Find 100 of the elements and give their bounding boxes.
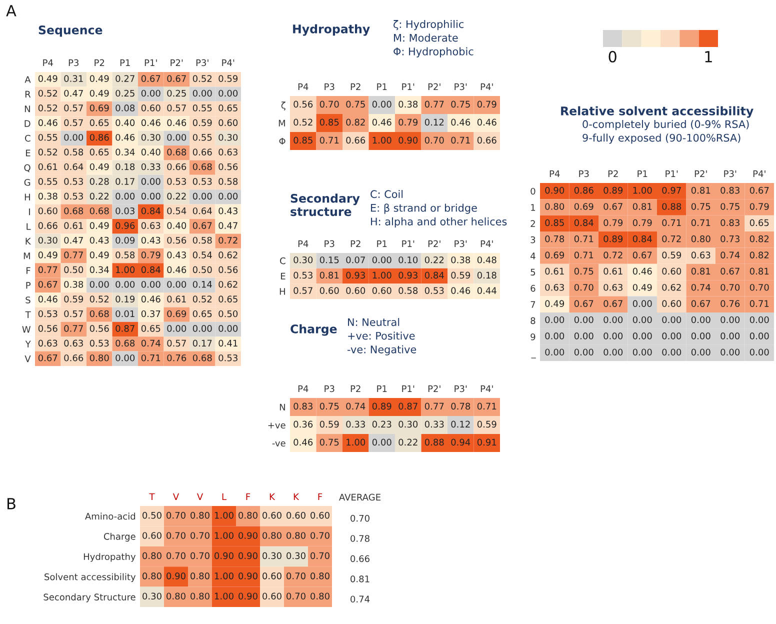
data-label: 0.80 xyxy=(286,532,306,539)
data-label: 0.48 xyxy=(477,256,496,264)
data-label: 0.91 xyxy=(477,438,496,446)
data-label: 0.75 xyxy=(451,100,470,108)
data-label: 0.17 xyxy=(192,340,212,347)
x-tick-label: P1' xyxy=(666,170,678,177)
data-label: 0.00 xyxy=(372,256,392,264)
data-label: 0.90 xyxy=(214,552,234,560)
y-tick-label: E xyxy=(281,272,286,280)
x-tick-label: P1 xyxy=(120,59,130,66)
data-label: 0.18 xyxy=(477,272,496,279)
data-label: 0.66 xyxy=(38,222,58,229)
data-label: 0.60 xyxy=(262,572,282,580)
data-label: 0.67 xyxy=(574,300,594,307)
y-tick-label: C xyxy=(280,257,286,264)
data-label: 0.00 xyxy=(90,280,109,288)
data-label: 0.46 xyxy=(116,134,135,141)
data-label: 0.52 xyxy=(294,118,312,126)
y-tick-label: 5 xyxy=(530,268,536,276)
x-tick-label: P3' xyxy=(454,240,467,248)
data-label: 0.69 xyxy=(545,252,564,258)
data-label: 0.71 xyxy=(662,219,681,226)
data-label: 0.70 xyxy=(574,284,594,291)
data-label: 0.07 xyxy=(346,256,365,264)
data-label: 0.22 xyxy=(424,256,444,264)
x-tick-label: P1' xyxy=(402,83,414,90)
data-label: 0.79 xyxy=(398,118,418,126)
data-label: 0.70 xyxy=(190,552,210,560)
data-label: 1.00 xyxy=(372,136,392,144)
data-label: 0.14 xyxy=(192,280,212,288)
chart-title: Charge xyxy=(290,324,337,336)
y-tick-label: 6 xyxy=(530,284,536,292)
data-label: 0.67 xyxy=(192,222,212,229)
data-label: 0.00 xyxy=(632,316,652,324)
y-tick-label: 0 xyxy=(530,188,536,195)
data-label: 0.00 xyxy=(720,316,740,324)
data-label: 0.61 xyxy=(64,222,83,229)
data-label: 0.70 xyxy=(720,284,740,291)
data-label: 0.68 xyxy=(90,207,109,214)
data-label: 0.37 xyxy=(141,310,160,318)
data-label: 0.67 xyxy=(604,203,622,210)
x-tick-label: P2 xyxy=(350,385,360,392)
data-label: 0.88 xyxy=(424,438,444,446)
data-label: 0.60 xyxy=(320,287,339,294)
data-label: 0.57 xyxy=(64,310,83,318)
data-label: 0.00 xyxy=(167,134,186,141)
data-label: 0.64 xyxy=(64,163,84,170)
data-label: 0.77 xyxy=(38,266,58,274)
data-label: 0.76 xyxy=(720,300,740,307)
data-label: 0.22 xyxy=(90,192,109,200)
x-tick-label: P4' xyxy=(753,170,766,177)
data-label: 0.49 xyxy=(545,300,564,307)
data-label: 0.80 xyxy=(142,572,162,580)
data-label: 0.00 xyxy=(167,325,186,332)
data-label: 0.00 xyxy=(167,280,186,288)
data-label: 0.60 xyxy=(372,287,392,294)
data-label: 0.23 xyxy=(372,420,392,428)
y-tick-label: 2 xyxy=(530,220,535,227)
data-label: 0.77 xyxy=(64,252,83,258)
data-label: 0.83 xyxy=(720,186,740,194)
y-tick-label: Solvent accessibility xyxy=(44,573,136,582)
data-label: 0.41 xyxy=(218,340,238,347)
data-label: 0.85 xyxy=(294,136,312,144)
data-label: 0.63 xyxy=(141,222,160,229)
data-label: 0.57 xyxy=(64,119,83,126)
data-label: 0.46 xyxy=(141,119,160,126)
data-label: 0.63 xyxy=(218,148,238,156)
data-label: 0.00 xyxy=(372,100,392,108)
data-label: 0.80 xyxy=(190,572,210,580)
data-label: 0.00 xyxy=(662,348,682,356)
data-label: 0.65 xyxy=(750,219,769,226)
y2-tick-label: 0.70 xyxy=(350,514,370,522)
data-label: 0.57 xyxy=(294,287,312,294)
data-label: 0.31 xyxy=(64,75,83,82)
data-label: 0.49 xyxy=(90,75,109,82)
data-label: 0.60 xyxy=(346,287,366,294)
data-label: 0.00 xyxy=(662,332,682,340)
data-label: 0.64 xyxy=(192,207,212,214)
data-label: 0.30 xyxy=(218,134,238,141)
data-label: 0.00 xyxy=(141,178,160,185)
data-label: 0.33 xyxy=(141,163,160,170)
data-label: 0.89 xyxy=(604,235,623,242)
data-label: 0.65 xyxy=(141,325,160,332)
data-label: 0.67 xyxy=(38,280,58,288)
data-label: 0.38 xyxy=(64,280,84,288)
data-label: 0.00 xyxy=(632,300,652,307)
data-label: 0.15 xyxy=(320,256,339,264)
text: A xyxy=(6,5,16,16)
y-tick-label: C xyxy=(25,134,30,142)
data-label: 0.86 xyxy=(90,134,109,141)
data-label: 0.56 xyxy=(90,325,109,332)
data-label: 0.72 xyxy=(218,236,238,244)
data-label: 0.43 xyxy=(167,252,186,258)
data-label: 0.75 xyxy=(691,203,710,210)
data-label: 0.84 xyxy=(574,219,594,226)
y-tick-label: L xyxy=(26,223,31,230)
data-label: 0.52 xyxy=(192,75,212,82)
data-label: 0.46 xyxy=(294,438,313,446)
data-label: 0.49 xyxy=(38,75,58,82)
data-label: 0.89 xyxy=(604,186,623,194)
